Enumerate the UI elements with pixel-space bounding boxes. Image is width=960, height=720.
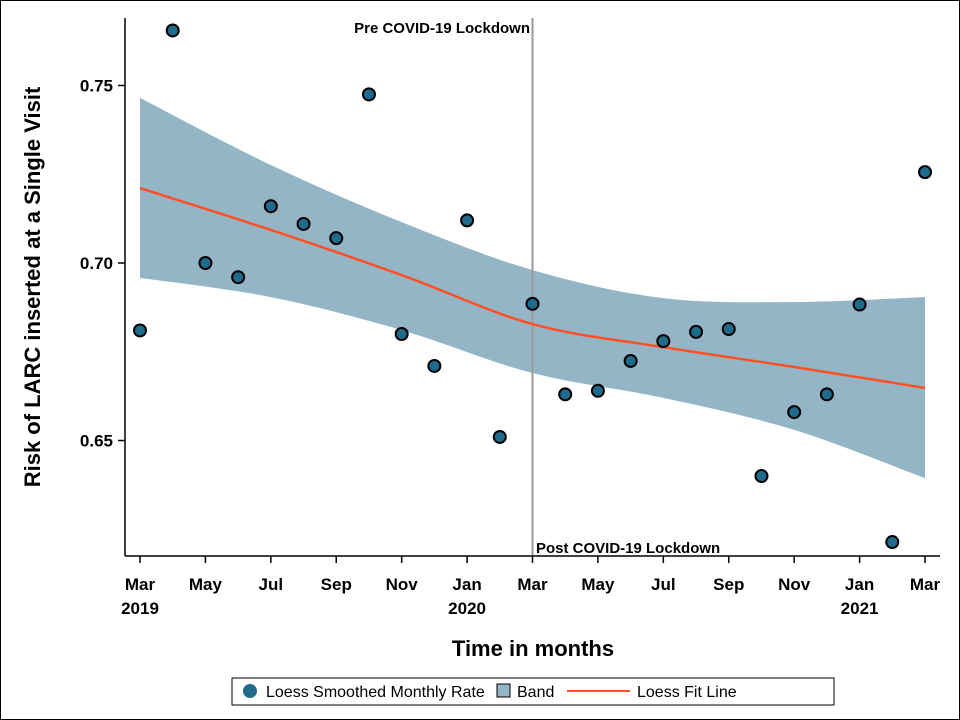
data-point xyxy=(885,535,900,550)
data-point xyxy=(754,469,769,483)
data-point xyxy=(198,256,213,270)
legend-band-swatch xyxy=(496,683,511,698)
y-axis-title: Risk of LARC inserted at a Single Visit xyxy=(20,86,45,487)
data-point xyxy=(525,296,540,311)
x-tick-label: Sep xyxy=(321,575,352,594)
x-tick-label: Nov xyxy=(778,575,811,594)
y-tick-label: 0.70 xyxy=(80,254,113,273)
y-tick-label: 0.65 xyxy=(80,432,113,451)
data-point xyxy=(590,383,605,398)
legend: Loess Smoothed Monthly Rate Band Loess F… xyxy=(231,677,835,706)
data-point xyxy=(852,297,867,312)
data-point xyxy=(689,324,704,339)
y-tick-label: 0.75 xyxy=(80,77,113,96)
x-tick-label: Jan xyxy=(452,575,481,594)
legend-label-line: Loess Fit Line xyxy=(637,684,737,701)
x-tick-label: Mar xyxy=(125,575,156,594)
data-point xyxy=(296,216,311,231)
data-point xyxy=(623,353,638,368)
data-point xyxy=(231,270,246,285)
data-point xyxy=(361,87,376,102)
data-point xyxy=(918,165,932,180)
data-point xyxy=(427,358,442,373)
x-tick-year-label: 2019 xyxy=(121,599,159,618)
legend-label-points: Loess Smoothed Monthly Rate xyxy=(266,684,485,701)
x-tick-label: Mar xyxy=(517,575,548,594)
x-tick-label: May xyxy=(581,575,615,594)
data-point xyxy=(165,23,180,38)
x-tick-label: May xyxy=(189,575,223,594)
data-point xyxy=(721,322,736,337)
data-point xyxy=(558,387,573,402)
legend-point-swatch xyxy=(243,684,257,698)
post-lockdown-label: Post COVID-19 Lockdown xyxy=(536,540,720,557)
x-tick-label: Mar xyxy=(910,575,941,594)
data-point xyxy=(656,334,671,349)
data-point xyxy=(492,429,507,444)
x-tick-label: Jul xyxy=(259,575,284,594)
data-point xyxy=(819,387,834,402)
x-tick-year-label: 2021 xyxy=(841,599,879,618)
x-tick-label: Nov xyxy=(386,575,419,594)
data-point xyxy=(329,231,344,246)
data-point xyxy=(460,213,475,228)
legend-label-band: Band xyxy=(517,684,554,701)
data-point xyxy=(263,199,278,214)
x-axis-title: Time in months xyxy=(452,636,614,661)
x-tick-label: Jan xyxy=(845,575,874,594)
data-point xyxy=(133,323,147,338)
x-tick-label: Sep xyxy=(713,575,744,594)
loess-fit-line xyxy=(139,186,926,390)
data-point xyxy=(787,405,802,420)
data-point xyxy=(394,327,409,341)
pre-lockdown-label: Pre COVID-19 Lockdown xyxy=(354,20,530,37)
x-tick-year-label: 2020 xyxy=(448,599,486,618)
x-tick-label: Jul xyxy=(651,575,676,594)
